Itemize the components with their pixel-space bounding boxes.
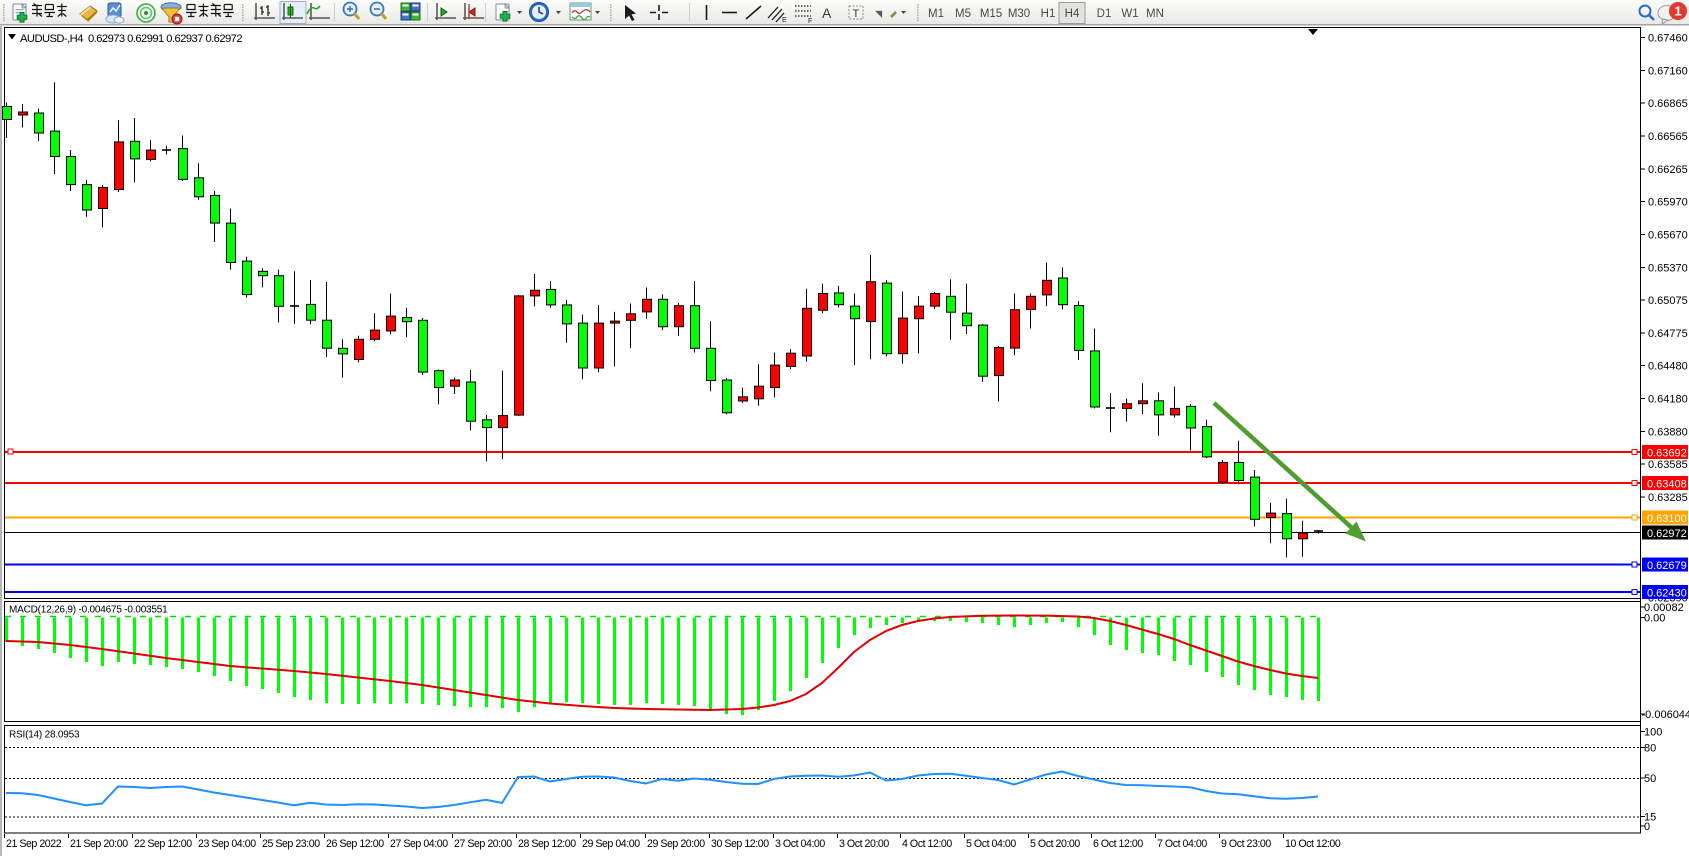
svg-text:0.67160: 0.67160 xyxy=(1648,66,1688,78)
svg-text:1: 1 xyxy=(1674,4,1681,19)
svg-text:M5: M5 xyxy=(955,8,971,20)
svg-text:0.63880: 0.63880 xyxy=(1648,427,1688,439)
svg-text:0.65075: 0.65075 xyxy=(1648,295,1688,307)
svg-text:RSI(14) 28.0953: RSI(14) 28.0953 xyxy=(9,730,80,741)
svg-text:9 Oct 23:00: 9 Oct 23:00 xyxy=(1221,838,1271,850)
svg-text:0.66265: 0.66265 xyxy=(1648,164,1688,176)
svg-text:26 Sep 12:00: 26 Sep 12:00 xyxy=(326,838,384,850)
svg-text:-0.006044: -0.006044 xyxy=(1642,709,1689,721)
svg-text:0.62972: 0.62972 xyxy=(1647,528,1687,540)
svg-text:E: E xyxy=(782,17,787,24)
svg-text:6 Oct 12:00: 6 Oct 12:00 xyxy=(1093,838,1143,850)
svg-text:0.66865: 0.66865 xyxy=(1648,98,1688,110)
svg-text:0.64775: 0.64775 xyxy=(1648,328,1688,340)
svg-text:F: F xyxy=(808,18,812,25)
svg-text:0.67460: 0.67460 xyxy=(1648,33,1688,45)
svg-text:0.63408: 0.63408 xyxy=(1647,479,1687,491)
svg-text:15: 15 xyxy=(1644,812,1656,824)
svg-text:0.62430: 0.62430 xyxy=(1647,588,1687,600)
svg-text:W1: W1 xyxy=(1121,8,1138,20)
svg-text:0.64480: 0.64480 xyxy=(1648,361,1688,373)
svg-text:0.66565: 0.66565 xyxy=(1648,131,1688,143)
svg-text:0.62679: 0.62679 xyxy=(1647,560,1687,572)
svg-text:0: 0 xyxy=(1644,821,1650,833)
svg-text:7 Oct 04:00: 7 Oct 04:00 xyxy=(1157,838,1207,850)
svg-text:25 Sep 23:00: 25 Sep 23:00 xyxy=(262,838,320,850)
svg-text:23 Sep 04:00: 23 Sep 04:00 xyxy=(198,838,256,850)
svg-text:M15: M15 xyxy=(980,8,1002,20)
svg-text:0.63285: 0.63285 xyxy=(1648,492,1688,504)
svg-text:MN: MN xyxy=(1146,8,1164,20)
svg-text:3 Oct 04:00: 3 Oct 04:00 xyxy=(775,838,825,850)
svg-text:MACD(12,26,9) -0.004675 -0.003: MACD(12,26,9) -0.004675 -0.003551 xyxy=(9,605,168,616)
svg-text:0.65970: 0.65970 xyxy=(1648,197,1688,209)
svg-text:21 Sep 2022: 21 Sep 2022 xyxy=(6,838,62,850)
svg-text:29 Sep 04:00: 29 Sep 04:00 xyxy=(582,838,640,850)
svg-text:0.63100: 0.63100 xyxy=(1647,513,1687,525)
svg-text:50: 50 xyxy=(1644,773,1656,785)
svg-text:4 Oct 12:00: 4 Oct 12:00 xyxy=(902,838,952,850)
svg-text:0.65670: 0.65670 xyxy=(1648,230,1688,242)
svg-text:3 Oct 20:00: 3 Oct 20:00 xyxy=(839,838,889,850)
svg-text:A: A xyxy=(822,5,832,21)
svg-text:M1: M1 xyxy=(928,8,944,20)
svg-text:5 Oct 04:00: 5 Oct 04:00 xyxy=(966,838,1016,850)
svg-text:27 Sep 04:00: 27 Sep 04:00 xyxy=(390,838,448,850)
svg-text:0.65370: 0.65370 xyxy=(1648,263,1688,275)
svg-text:M30: M30 xyxy=(1008,8,1030,20)
svg-text:0.63585: 0.63585 xyxy=(1648,459,1688,471)
svg-text:10 Oct 12:00: 10 Oct 12:00 xyxy=(1285,838,1341,850)
svg-text:27 Sep 20:00: 27 Sep 20:00 xyxy=(454,838,512,850)
svg-text:0.64180: 0.64180 xyxy=(1648,394,1688,406)
svg-text:H1: H1 xyxy=(1041,8,1056,20)
svg-text:100: 100 xyxy=(1644,727,1662,739)
svg-text:0.00: 0.00 xyxy=(1644,613,1665,625)
svg-text:21 Sep 20:00: 21 Sep 20:00 xyxy=(70,838,128,850)
svg-text:5 Oct 20:00: 5 Oct 20:00 xyxy=(1030,838,1080,850)
svg-text:80: 80 xyxy=(1644,743,1656,755)
svg-text:AUDUSD-,H4 0.62973 0.62991 0.: AUDUSD-,H4 0.62973 0.62991 0.62937 0.629… xyxy=(20,33,242,45)
svg-text:29 Sep 20:00: 29 Sep 20:00 xyxy=(647,838,705,850)
svg-text:0.63692: 0.63692 xyxy=(1647,448,1687,460)
svg-text:H4: H4 xyxy=(1065,8,1080,20)
svg-text:30 Sep 12:00: 30 Sep 12:00 xyxy=(711,838,769,850)
svg-text:28 Sep 12:00: 28 Sep 12:00 xyxy=(518,838,576,850)
svg-text:0.00082: 0.00082 xyxy=(1644,602,1684,614)
svg-text:D1: D1 xyxy=(1097,8,1112,20)
svg-text:T: T xyxy=(853,8,860,20)
svg-text:22 Sep 12:00: 22 Sep 12:00 xyxy=(134,838,192,850)
